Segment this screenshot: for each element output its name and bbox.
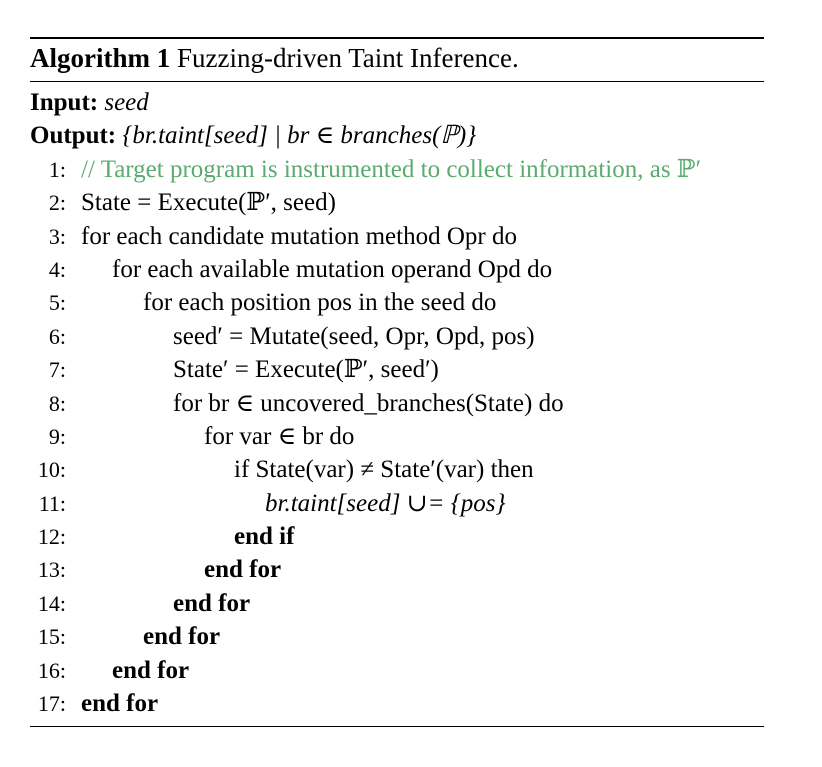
code-text: end if: [234, 523, 295, 551]
line-number: 10:: [37, 457, 66, 483]
line-number: 3:: [48, 223, 66, 249]
line-number: 7:: [48, 357, 66, 383]
bottom-rule: [30, 726, 764, 728]
code-line-1: 1: // Target program is instrumented to …: [30, 153, 764, 186]
line-number: 12:: [37, 524, 66, 550]
comment-text: // Target program is instrumented to col…: [81, 155, 702, 183]
code-text: for each position pos in the seed do: [143, 289, 497, 317]
line-number: 14:: [37, 590, 66, 616]
caption-title: Fuzzing-driven Taint Inference.: [176, 43, 519, 73]
top-rule: [30, 37, 764, 39]
code-text: end for: [204, 556, 282, 584]
algorithm-caption: Algorithm 1 Fuzzing-driven Taint Inferen…: [30, 43, 764, 73]
code-line-2: 2: State = Execute(ℙ′, seed): [30, 186, 764, 219]
code-text: seed′ = Mutate(seed, Opr, Opd, pos): [173, 322, 535, 350]
line-number: 11:: [38, 490, 66, 516]
code-line-17: 17: end for: [30, 687, 764, 720]
code-text: br.taint[seed] ∪= {pos}: [265, 489, 506, 517]
output-line: Output: {br.taint[seed] | br ∈ branches(…: [30, 119, 764, 152]
line-number: 17:: [37, 691, 66, 717]
code-line-8: 8: for br ∈ uncovered_branches(State) do: [30, 387, 764, 420]
code-line-10: 10: if State(var) ≠ State′(var) then: [30, 453, 764, 486]
output-label: Output:: [30, 122, 117, 150]
line-number: 6:: [48, 323, 66, 349]
code-text: State′ = Execute(ℙ′, seed′): [173, 356, 439, 384]
caption-rule: [30, 81, 764, 82]
line-number: 5:: [48, 290, 66, 316]
code-line-7: 7: State′ = Execute(ℙ′, seed′): [30, 353, 764, 386]
code-line-14: 14: end for: [30, 587, 764, 620]
output-value: {br.taint[seed] | br ∈ branches(ℙ)}: [122, 122, 477, 150]
code-text: end for: [173, 589, 251, 617]
code-text: end for: [112, 656, 190, 684]
code-text: for each available mutation operand Opd …: [112, 255, 553, 283]
code-text: State = Execute(ℙ′, seed): [81, 189, 336, 217]
algorithm-body: Input: seed Output: {br.taint[seed] | br…: [30, 82, 764, 726]
code-text: for var ∈ br do: [204, 422, 355, 450]
line-number: 9:: [48, 423, 66, 449]
code-line-11: 11: br.taint[seed] ∪= {pos}: [30, 487, 764, 520]
line-number: 16:: [37, 657, 66, 683]
code-text: for each candidate mutation method Opr d…: [81, 222, 517, 250]
line-number: 15:: [37, 624, 66, 650]
line-number: 4:: [48, 256, 66, 282]
input-line: Input: seed: [30, 86, 764, 119]
code-line-3: 3: for each candidate mutation method Op…: [30, 220, 764, 253]
code-text: end for: [81, 690, 159, 718]
code-line-5: 5: for each position pos in the seed do: [30, 286, 764, 319]
line-number: 1:: [48, 156, 66, 182]
code-line-4: 4: for each available mutation operand O…: [30, 253, 764, 286]
code-line-16: 16: end for: [30, 654, 764, 687]
algorithm-block: Algorithm 1 Fuzzing-driven Taint Inferen…: [30, 37, 764, 728]
caption-label: Algorithm 1: [30, 43, 171, 73]
code-line-6: 6: seed′ = Mutate(seed, Opr, Opd, pos): [30, 320, 764, 353]
input-value: seed: [104, 89, 149, 116]
input-label: Input:: [30, 89, 99, 116]
code-text: end for: [143, 623, 221, 651]
code-text: for br ∈ uncovered_branches(State) do: [173, 389, 564, 417]
code-line-15: 15: end for: [30, 620, 764, 653]
code-line-9: 9: for var ∈ br do: [30, 420, 764, 453]
code-text: if State(var) ≠ State′(var) then: [234, 456, 534, 484]
line-number: 2:: [48, 190, 66, 216]
line-number: 8:: [48, 390, 66, 416]
line-number: 13:: [37, 557, 66, 583]
code-line-13: 13: end for: [30, 553, 764, 586]
code-line-12: 12: end if: [30, 520, 764, 553]
